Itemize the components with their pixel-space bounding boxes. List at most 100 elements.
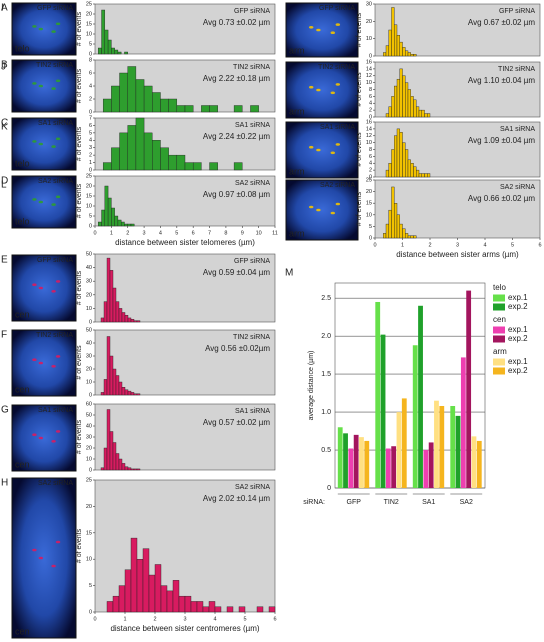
x-axis-label: siRNA: (303, 499, 325, 506)
histogram-bar (143, 85, 153, 113)
micrograph-backdrop (11, 117, 77, 171)
y-tick-label: 60 (86, 401, 92, 407)
micrograph (286, 3, 358, 57)
histogram-bar (407, 235, 411, 239)
y-tick-label: 15 (86, 193, 92, 199)
y-tick-label: 12 (366, 73, 372, 79)
signal-spot (51, 365, 56, 368)
y-tick-label: 50 (86, 327, 92, 333)
signal-spot (55, 195, 61, 199)
y-tick-label: 2 (369, 108, 372, 114)
histogram-bar (112, 442, 117, 471)
histogram-bar (114, 49, 119, 55)
legend-label: exp.1 (508, 357, 528, 366)
image-title: GFP siRNA (37, 257, 73, 264)
signal-spot (38, 556, 43, 560)
x-tick-label: 3 (456, 242, 459, 248)
x-tick-label: 5 (243, 616, 246, 622)
histogram-bar (112, 368, 117, 396)
bar (423, 450, 429, 488)
y-tick-label: 10 (86, 31, 92, 37)
histogram-bar (383, 52, 387, 57)
histogram-bar (172, 580, 180, 613)
signal-spot (32, 358, 37, 362)
histogram-bar (106, 336, 111, 396)
histogram-bar (421, 173, 425, 178)
histogram-bar (413, 99, 417, 118)
micrograph-backdrop (285, 179, 359, 241)
legend-label: exp.2 (508, 366, 528, 375)
signal-spot (38, 27, 43, 31)
signal-spot (51, 564, 56, 568)
histogram-bar (112, 287, 117, 323)
image-label: cen (15, 384, 30, 394)
histogram-bar (388, 163, 392, 178)
histogram-bar (119, 72, 128, 113)
legend-swatch (493, 367, 505, 375)
signal-spot (32, 433, 37, 437)
histogram-bar (100, 467, 105, 471)
image-label: arm (289, 166, 305, 176)
histogram-bar (391, 7, 395, 57)
histogram-bar (394, 24, 398, 57)
y-tick-label: 14 (366, 66, 372, 72)
signal-spot (55, 137, 61, 141)
annotation: Avg 0.57 ±0.02 µm (203, 418, 270, 427)
y-tick-label: 15 (86, 530, 92, 536)
y-tick-label: 5 (89, 213, 92, 219)
y-tick-label: 15 (86, 21, 92, 27)
y-tick-label: 40 (86, 340, 92, 346)
bar (450, 406, 456, 488)
panel-letter: J (1, 62, 6, 73)
annotation: Avg 2.22 ±0.18 µm (203, 74, 270, 83)
y-tick-label: 10 (86, 306, 92, 312)
histogram-bar (98, 47, 102, 55)
x-tick-label: 3 (143, 230, 146, 236)
histogram-bar (413, 54, 417, 57)
y-tick-label: 10 (86, 203, 92, 209)
x-tick-label: SA2 (460, 499, 473, 506)
signal-spot (316, 28, 321, 32)
annotation: Avg 0.66 ±0.02 µm (468, 194, 535, 203)
micrograph (12, 330, 76, 396)
signal-spot (32, 140, 37, 143)
histogram-bar (209, 105, 218, 113)
histogram-bar (135, 117, 145, 171)
histogram-bar (118, 381, 123, 396)
histogram-bar (396, 128, 400, 178)
histogram-bar (413, 235, 417, 239)
image-label: arm (289, 228, 305, 238)
y-tick-label: 4 (369, 101, 372, 107)
x-axis-label: distance between sister centromeres (µm) (110, 624, 259, 633)
bar (391, 446, 397, 488)
y-tick-label: 0 (369, 174, 372, 180)
signal-spot (32, 82, 37, 85)
signal-spot (55, 430, 61, 433)
histogram-bar (385, 113, 389, 118)
histogram-bar (118, 585, 126, 613)
chart-title: SA2 siRNA (500, 184, 535, 191)
histogram-bar (148, 574, 156, 613)
x-tick-label: 4 (213, 616, 216, 622)
signal-spot (335, 23, 341, 26)
histogram-bar (410, 96, 414, 118)
y-tick-label: 5 (89, 130, 92, 136)
signal-spot (32, 198, 37, 201)
x-tick-label: 9 (241, 230, 244, 236)
y-tick-label: 10 (86, 379, 92, 385)
legend-label: exp.2 (508, 302, 528, 311)
histogram-bar (402, 228, 406, 239)
bar (359, 437, 364, 488)
micrograph (286, 62, 358, 118)
y-tick-label: 10 (366, 80, 372, 86)
x-tick-label: SA1 (422, 499, 435, 506)
y-tick-label: 4 (369, 161, 372, 167)
y-axis-label: # of events (76, 270, 83, 305)
y-tick-label: 25 (366, 177, 372, 183)
y-tick-label: 2 (369, 168, 372, 174)
y-tick-label: 10 (86, 557, 92, 563)
y-tick-label: 1.5 (321, 371, 331, 378)
x-tick-label: 6 (538, 242, 541, 248)
histogram-bar (209, 162, 218, 171)
annotation: Avg 2.24 ±0.22 µm (203, 132, 270, 141)
